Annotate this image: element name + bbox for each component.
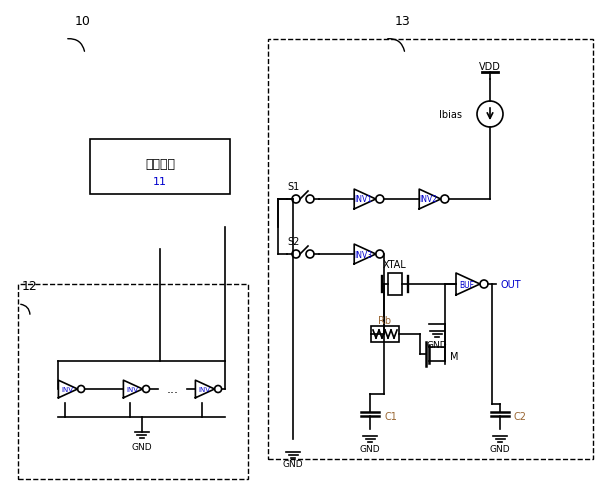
Text: INV: INV bbox=[198, 386, 210, 392]
Text: GND: GND bbox=[131, 442, 152, 452]
Text: BUF: BUF bbox=[460, 280, 474, 289]
Text: 10: 10 bbox=[75, 15, 91, 28]
Text: S1: S1 bbox=[287, 182, 299, 192]
Bar bbox=[388, 273, 402, 295]
Bar bbox=[90, 140, 230, 195]
Text: Rb: Rb bbox=[379, 316, 391, 325]
Text: C2: C2 bbox=[514, 411, 527, 421]
Bar bbox=[18, 285, 248, 479]
Text: Ibias: Ibias bbox=[439, 110, 462, 120]
Text: ...: ... bbox=[166, 383, 178, 396]
Text: 11: 11 bbox=[153, 177, 167, 187]
Text: 控制部分: 控制部分 bbox=[145, 158, 175, 171]
Text: GND: GND bbox=[427, 340, 447, 349]
Text: 13: 13 bbox=[395, 15, 411, 28]
Text: C1: C1 bbox=[384, 411, 397, 421]
Text: GND: GND bbox=[489, 445, 510, 454]
Text: S2: S2 bbox=[287, 237, 299, 246]
Text: OUT: OUT bbox=[500, 279, 521, 289]
Text: INV: INV bbox=[61, 386, 73, 392]
Bar bbox=[268, 40, 593, 459]
Text: INV: INV bbox=[126, 386, 138, 392]
Bar bbox=[371, 326, 399, 342]
Text: GND: GND bbox=[360, 445, 381, 454]
Text: XTAL: XTAL bbox=[383, 259, 407, 270]
Text: 12: 12 bbox=[22, 279, 38, 292]
Text: INV3: INV3 bbox=[354, 250, 372, 259]
Text: INV2: INV2 bbox=[419, 195, 437, 204]
Text: INV1: INV1 bbox=[354, 195, 372, 204]
Text: M: M bbox=[450, 351, 459, 361]
Text: VDD: VDD bbox=[479, 62, 501, 72]
Text: GND: GND bbox=[283, 459, 303, 469]
